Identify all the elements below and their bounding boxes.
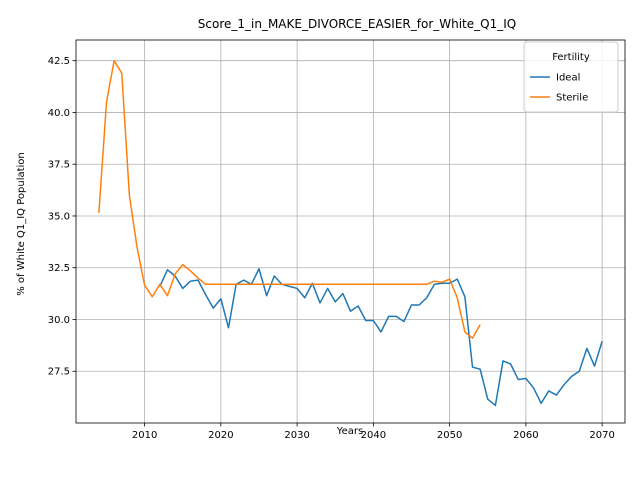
grid-lines	[76, 40, 625, 423]
series-layer	[98, 59, 603, 407]
legend-label-sterile: Sterile	[556, 93, 588, 104]
legend-box	[523, 41, 619, 113]
x-tick-label: 2060	[513, 430, 538, 441]
y-tick-label: 40.0	[48, 108, 70, 119]
legend-title: Fertility	[552, 52, 590, 63]
y-axis: 27.5 30.0 32.5 35.0 37.5 40.0 42.5	[48, 56, 76, 378]
legend-label-ideal: Ideal	[556, 73, 580, 84]
x-axis: 2010 2020 2030 2040 2050 2060 2070	[132, 423, 615, 441]
x-tick-label: 2050	[437, 430, 462, 441]
x-tick-label: 2010	[132, 430, 157, 441]
y-tick-label: 32.5	[48, 263, 70, 274]
y-tick-label: 27.5	[48, 367, 70, 378]
legend-entries: Ideal Sterile	[530, 73, 588, 104]
y-tick-label: 30.0	[48, 315, 70, 326]
x-tick-label: 2040	[361, 430, 386, 441]
y-tick-label: 35.0	[48, 211, 70, 222]
y-axis-title: % of White Q1_IQ Population	[16, 152, 27, 296]
x-tick-label: 2030	[284, 430, 309, 441]
plot-frame	[75, 39, 626, 424]
x-tick-label: 2020	[208, 430, 233, 441]
y-tick-label: 42.5	[48, 56, 70, 67]
y-tick-label: 37.5	[48, 160, 70, 171]
chart-title: Score_1_in_MAKE_DIVORCE_EASIER_for_White…	[198, 17, 516, 31]
series-line-sterile	[98, 59, 481, 339]
series-line-ideal	[159, 268, 603, 407]
x-tick-label: 2070	[589, 430, 614, 441]
x-axis-title: Years	[336, 426, 363, 437]
legend: Fertility Ideal Sterile	[523, 41, 619, 113]
